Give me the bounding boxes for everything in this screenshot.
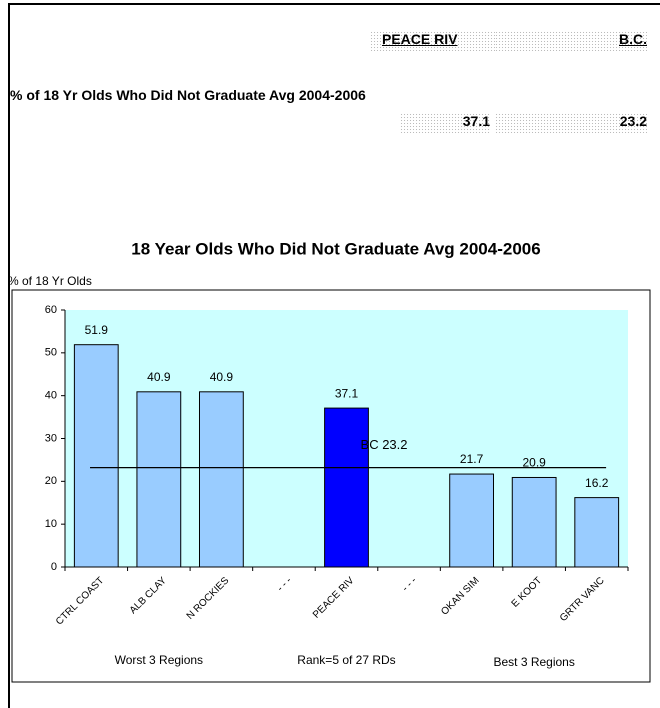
bar (73, 344, 119, 568)
value-cell: 23.2 (495, 113, 647, 133)
reference-label: BC 23.2 (361, 437, 408, 452)
column-header: PEACE RIV (382, 31, 458, 47)
page: PEACE RIV B.C. % of 18 Yr Olds Who Did N… (8, 3, 660, 708)
chart-frame (11, 289, 651, 683)
data-label: 37.1 (335, 386, 359, 400)
bar (324, 407, 369, 568)
data-label: 40.9 (210, 370, 234, 384)
header-cell: PEACE RIV (370, 31, 495, 51)
x-tick-label: OKAN SIM (439, 575, 481, 617)
data-label: 20.9 (522, 456, 546, 470)
data-label: 51.9 (85, 323, 109, 337)
group-label: Best 3 Regions (493, 655, 574, 669)
y-tick-label: 40 (45, 390, 57, 402)
x-tick-label: GRTR VANC (558, 575, 607, 624)
x-tick-label: PEACE RIV (311, 575, 357, 621)
x-tick-label: N ROCKIES (185, 575, 232, 622)
data-label: 16.2 (585, 476, 609, 490)
y-tick-label: 10 (45, 518, 57, 530)
bar (511, 476, 557, 568)
x-tick-label: CTRL COAST (54, 575, 106, 627)
x-tick-label: E KOOT (510, 575, 545, 610)
bar (574, 497, 620, 568)
y-tick-label: 20 (45, 475, 57, 487)
y-tick-label: 0 (51, 561, 57, 573)
data-label: 40.9 (147, 370, 171, 384)
y-axis-label: % of 18 Yr Olds (10, 274, 92, 288)
chart: 18 Year Olds Who Did Not Graduate Avg 20… (10, 239, 651, 683)
bar (449, 473, 495, 568)
data-label: 21.7 (460, 452, 484, 466)
x-tick-label: - - - (275, 575, 294, 594)
bar (136, 391, 182, 568)
group-label: Worst 3 Regions (115, 653, 203, 667)
x-tick-label: - - - (400, 575, 419, 594)
column-header: B.C. (619, 31, 647, 47)
chart-title: 18 Year Olds Who Did Not Graduate Avg 20… (131, 239, 540, 258)
bar (198, 391, 244, 568)
group-label: Rank=5 of 27 RDs (297, 653, 395, 667)
x-tick-label: ALB CLAY (128, 575, 169, 616)
header-cell: B.C. (495, 31, 647, 51)
y-tick-label: 30 (45, 432, 57, 444)
y-tick-label: 60 (45, 304, 57, 316)
y-tick-label: 50 (45, 347, 57, 359)
row-label: % of 18 Yr Olds Who Did Not Graduate Avg… (10, 87, 366, 103)
value-cell: 37.1 (400, 113, 490, 133)
